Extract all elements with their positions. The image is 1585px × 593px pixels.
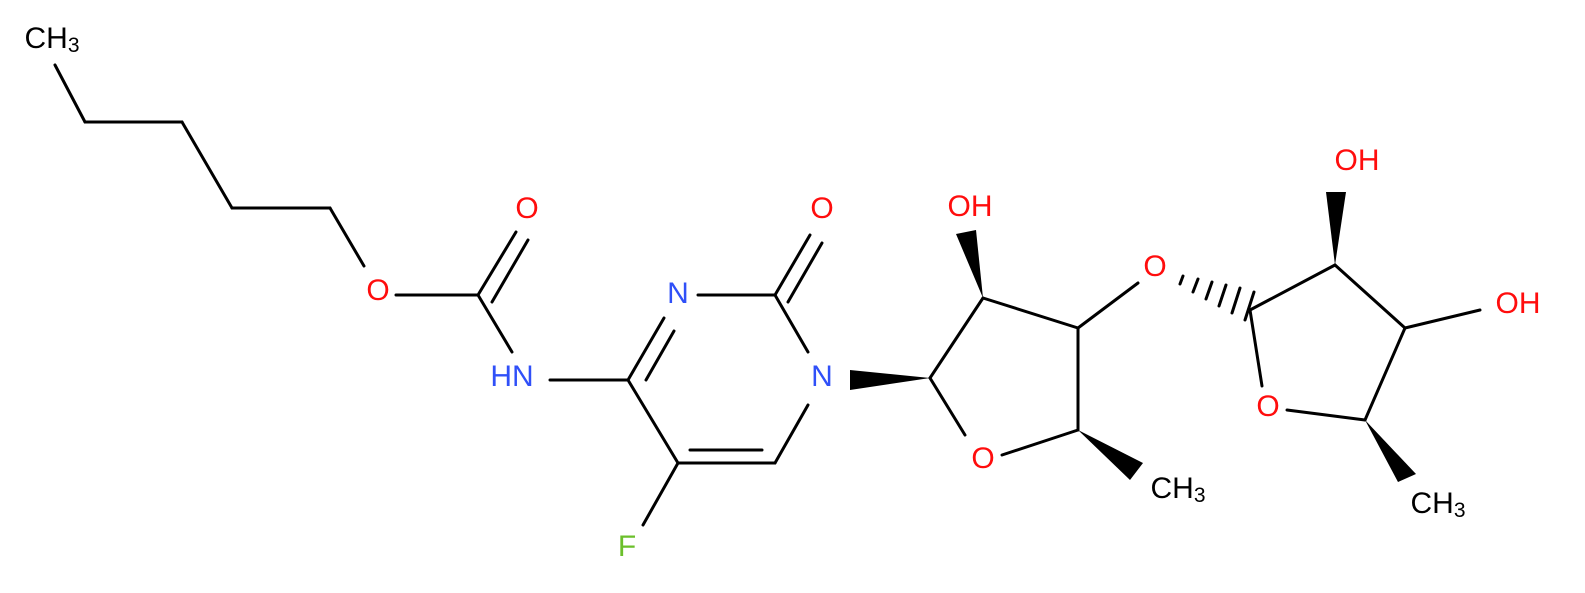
- atom-label: O: [810, 192, 833, 225]
- atom-label: CH3: [1410, 487, 1465, 522]
- atom-label: O: [971, 442, 994, 475]
- atom-symbol: F: [618, 530, 636, 563]
- atom-label: O: [1256, 390, 1279, 423]
- atom-label: CH3: [1150, 472, 1205, 507]
- atom-label: N: [811, 360, 833, 393]
- atom-label: HN: [490, 360, 533, 393]
- atom-label: OH: [1335, 144, 1380, 177]
- atom-label: O: [515, 192, 538, 225]
- atom-label: F: [618, 530, 636, 563]
- atom-symbol: CH: [24, 22, 67, 55]
- bonds: [53, 63, 1482, 527]
- atom-label: O: [366, 274, 389, 307]
- atom-symbol: N: [811, 360, 833, 393]
- atom-symbol: OH: [1335, 144, 1380, 177]
- atom-subscript: 3: [68, 34, 80, 57]
- atom-label: CH3: [24, 22, 79, 57]
- atom-symbol: O: [810, 192, 833, 225]
- atom-symbol: O: [971, 442, 994, 475]
- atom-label: OH: [948, 190, 993, 223]
- wedges: [850, 192, 1416, 482]
- atom-symbol: O: [1256, 390, 1279, 423]
- atom-symbol: OH: [948, 190, 993, 223]
- atom-label: N: [667, 277, 689, 310]
- atom-label: OH: [1496, 287, 1541, 320]
- atom-symbol: HN: [490, 360, 533, 393]
- atom-symbol: CH: [1410, 487, 1453, 520]
- atom-symbol: N: [667, 277, 689, 310]
- atom-symbol: CH: [1150, 472, 1193, 505]
- atom-subscript: 3: [1194, 484, 1206, 507]
- atom-symbol: O: [1143, 250, 1166, 283]
- atom-symbol: OH: [1496, 287, 1541, 320]
- atom-symbol: O: [515, 192, 538, 225]
- atom-subscript: 3: [1454, 499, 1466, 522]
- atom-label: O: [1143, 250, 1166, 283]
- atom-symbol: O: [366, 274, 389, 307]
